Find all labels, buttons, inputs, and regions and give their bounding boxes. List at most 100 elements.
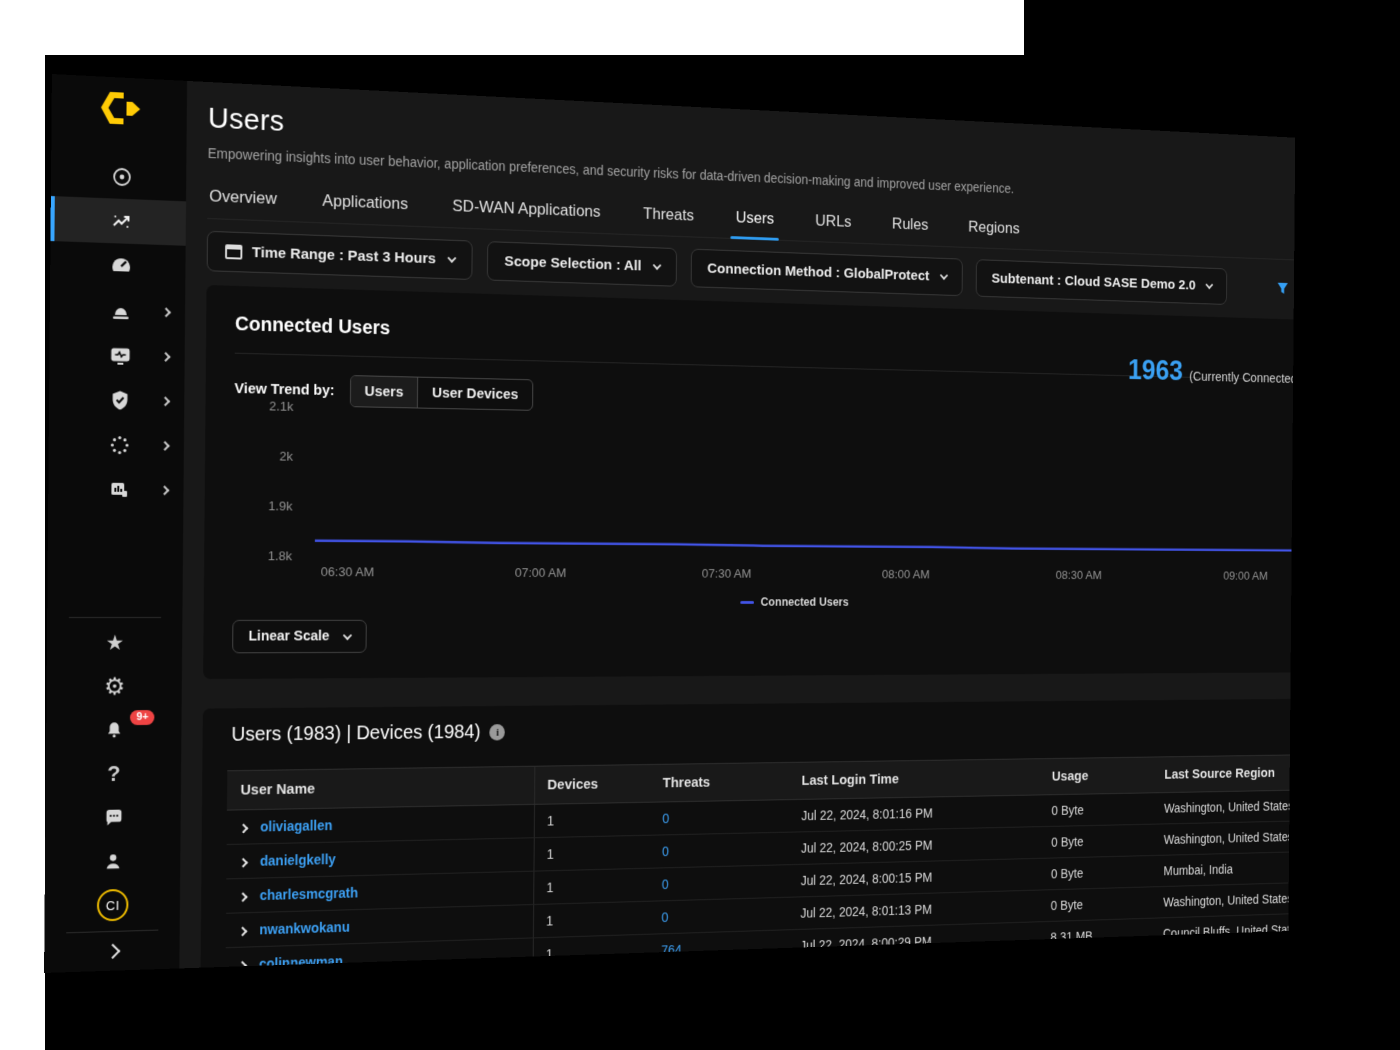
time-range-value: Time Range : Past 3 Hours (251, 243, 436, 267)
notifications-button[interactable]: 9+ (46, 708, 182, 753)
user-link[interactable]: oliviagallen (260, 817, 333, 835)
connection-method-value: Connection Method : GlobalProtect (707, 260, 930, 284)
chevron-right-icon (160, 395, 171, 406)
sidebar-item-reports[interactable] (48, 466, 184, 512)
legend-label: Connected Users (760, 595, 849, 609)
linear-scale-label: Linear Scale (248, 628, 330, 645)
x-tick-0730: 07:30 AM (701, 566, 752, 581)
x-tick-0900: 09:00 AM (1223, 568, 1268, 583)
chevron-right-icon (161, 306, 171, 317)
devices-cell: 1 (532, 901, 650, 938)
table-title-row: Users (1983) | Devices (1984) i (203, 713, 1296, 747)
view-trend-label: View Trend by: (234, 380, 335, 400)
threats-link[interactable]: 0 (662, 810, 670, 826)
chart-title: Connected Users (234, 313, 391, 340)
sidebar-divider (68, 616, 162, 618)
region-cell: Washington, United States (1151, 881, 1296, 919)
avatar: CI (96, 888, 129, 922)
radar-icon (109, 163, 135, 190)
notification-badge: 9+ (130, 710, 155, 726)
scope-selection-filter[interactable]: Scope Selection : All (487, 241, 677, 287)
tab-users[interactable]: Users (734, 201, 776, 240)
user-link[interactable]: nwankwokanu (259, 918, 350, 938)
user-link[interactable]: danielgkelly (259, 851, 336, 869)
chart-line-svg (298, 397, 1296, 577)
tab-sdwan-applications[interactable]: SD-WAN Applications (452, 196, 601, 221)
tab-urls[interactable]: URLs (815, 211, 852, 231)
scope-value: Scope Selection : All (504, 252, 642, 274)
devices-cell: 1 (533, 835, 650, 872)
col-threats[interactable]: Threats (650, 762, 790, 803)
sidebar-item-insights[interactable] (50, 196, 187, 246)
calendar-icon (225, 244, 243, 260)
usage-cell: 0 Byte (1039, 824, 1153, 859)
row-expand-icon[interactable] (237, 926, 248, 937)
current-connected-label: (Currently Connected) (1189, 369, 1296, 387)
connection-method-filter[interactable]: Connection Method : GlobalProtect (690, 248, 963, 297)
tab-threats[interactable]: Threats (643, 204, 694, 225)
add-filter-button[interactable]: Add Filter (1277, 281, 1295, 299)
main-content: Users Empowering insights into user beha… (179, 80, 1296, 973)
x-tick-0700: 07:00 AM (514, 565, 567, 580)
tab-rules[interactable]: Rules (891, 214, 929, 234)
legend-line-swatch (739, 601, 754, 605)
sidebar-spacer (47, 511, 183, 617)
row-expand-icon[interactable] (238, 857, 248, 868)
alarm-icon (108, 297, 134, 324)
sidebar-expand-button[interactable] (44, 930, 180, 972)
row-expand-icon[interactable] (238, 892, 248, 902)
usage-cell: 0 Byte (1040, 792, 1154, 827)
speedometer-icon (108, 253, 134, 280)
sidebar-item-radar[interactable] (51, 151, 187, 201)
sidebar-item-services[interactable] (49, 421, 185, 468)
sidebar-bottom: ★ ⚙ 9+ ? (44, 621, 182, 929)
shield-check-icon (107, 387, 133, 413)
col-devices[interactable]: Devices (534, 764, 651, 805)
funnel-icon (1277, 282, 1289, 296)
bell-icon (103, 719, 125, 741)
devices-cell: 1 (533, 802, 651, 838)
gear-icon: ⚙ (103, 673, 126, 701)
col-user-name[interactable]: User Name (226, 766, 535, 811)
region-cell: Washington, United States (1152, 820, 1296, 856)
user-link[interactable]: charlesmcgrath (259, 884, 359, 904)
time-range-filter[interactable]: Time Range : Past 3 Hours (206, 230, 473, 280)
x-tick-0630: 06:30 AM (320, 564, 375, 580)
sidebar-item-speedometer[interactable] (50, 241, 186, 290)
help-icon: ? (107, 760, 121, 786)
y-tick-1-8k: 1.8k (267, 548, 293, 564)
brand-logo-icon[interactable] (97, 89, 142, 127)
tab-overview[interactable]: Overview (209, 186, 278, 208)
threats-link[interactable]: 0 (661, 876, 669, 892)
y-tick-2-1k: 2.1k (269, 398, 294, 414)
threats-link[interactable]: 0 (662, 843, 669, 859)
row-expand-icon[interactable] (238, 823, 249, 834)
sidebar-item-monitor[interactable] (49, 331, 185, 379)
sidebar-item-shield[interactable] (49, 376, 185, 423)
connected-users-line (315, 541, 1295, 551)
feedback-button[interactable] (45, 795, 181, 841)
col-last-source-region[interactable]: Last Source Region (1153, 754, 1296, 793)
help-button[interactable]: ? (46, 751, 182, 797)
monitor-pulse-icon (108, 342, 134, 368)
chevron-right-icon (160, 351, 171, 362)
sidebar: ★ ⚙ 9+ ? (44, 74, 188, 973)
chat-icon (102, 806, 125, 829)
settings-button[interactable]: ⚙ (46, 664, 182, 709)
favorites-button[interactable]: ★ (47, 621, 183, 665)
sidebar-item-alarm[interactable] (50, 286, 186, 335)
info-icon[interactable]: i (489, 724, 506, 741)
tab-applications[interactable]: Applications (322, 191, 409, 214)
linear-scale-dropdown[interactable]: Linear Scale (232, 619, 368, 654)
usage-cell: 0 Byte (1039, 855, 1153, 891)
tab-regions[interactable]: Regions (968, 217, 1020, 238)
subtenant-filter[interactable]: Subtenant : Cloud SASE Demo 2.0 (975, 259, 1228, 305)
profile-button[interactable] (45, 838, 181, 885)
report-icon (106, 476, 132, 502)
col-usage[interactable]: Usage (1040, 757, 1154, 795)
expand-icon (104, 943, 120, 959)
threats-link[interactable]: 0 (661, 909, 669, 925)
tenant-avatar[interactable]: CI (44, 882, 180, 929)
col-last-login[interactable]: Last Login Time (789, 758, 1041, 800)
